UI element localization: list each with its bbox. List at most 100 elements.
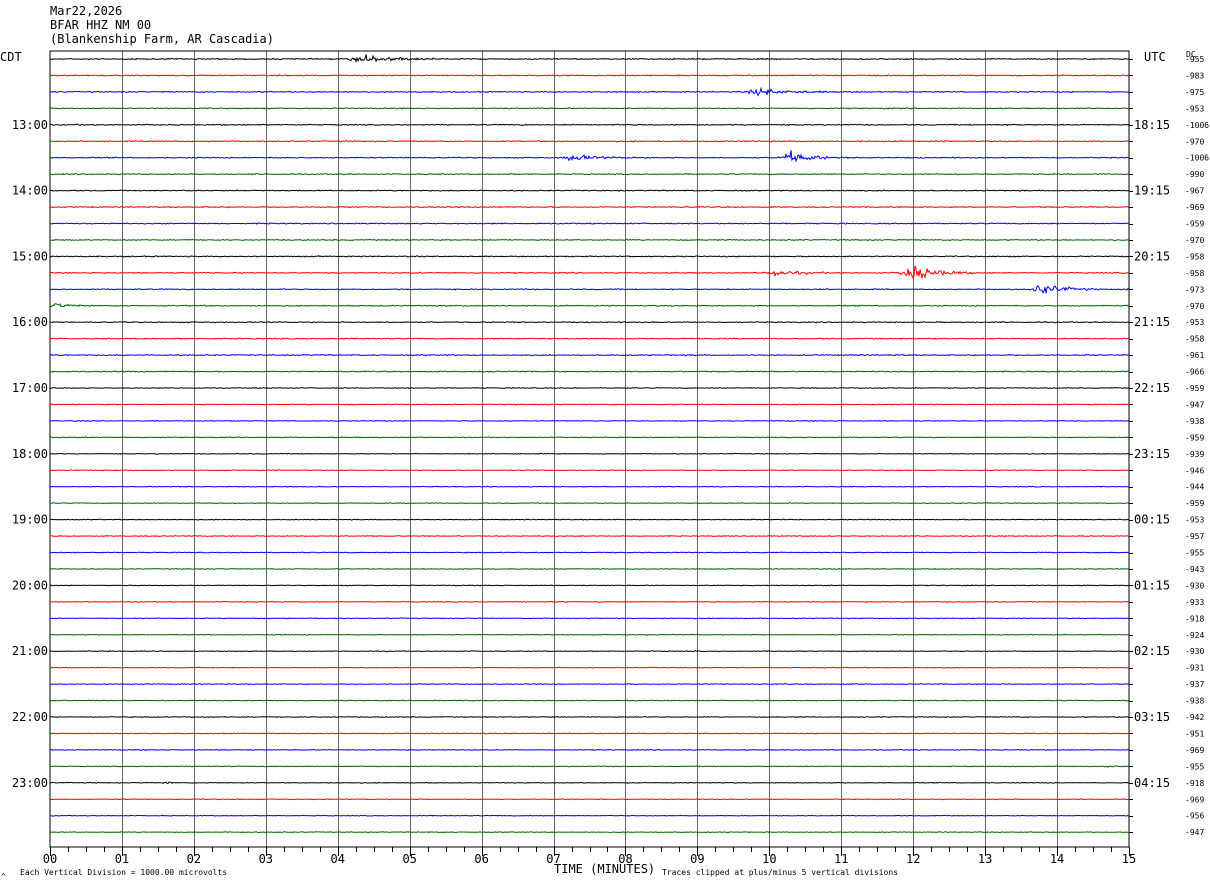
trace-line xyxy=(49,452,1130,455)
left-hour-label: 13:00 xyxy=(12,118,48,132)
dc-offset-label: -930 xyxy=(1185,647,1204,656)
dc-offset-label: -931 xyxy=(1185,664,1204,673)
dc-offset-label: -958 xyxy=(1185,252,1204,261)
plot-frame xyxy=(49,50,1130,848)
trace-line xyxy=(49,551,1130,554)
trace-line xyxy=(49,139,1130,143)
dc-offset-label: -970 xyxy=(1185,137,1204,146)
dc-offset-label: -930 xyxy=(1185,581,1204,590)
right-hour-label: 19:15 xyxy=(1134,184,1170,198)
trace-line xyxy=(49,831,1130,834)
trace-line xyxy=(49,781,1130,785)
left-hour-label: 18:00 xyxy=(12,447,48,461)
left-hour-label: 14:00 xyxy=(12,184,48,198)
corner-mark: ^ xyxy=(1,872,6,881)
dc-offset-label: -959 xyxy=(1185,433,1204,442)
x-tick-label: 06 xyxy=(474,852,488,866)
left-hour-label: 16:00 xyxy=(12,315,48,329)
trace-line xyxy=(49,650,1130,653)
trace-line xyxy=(49,172,1130,176)
right-hour-label: 03:15 xyxy=(1134,710,1170,724)
plot-labels: 00 01 02 03 04 05 06 07 08 09 10 11 12 13 14 15 13:00 14:… xyxy=(12,55,1209,866)
trace-line xyxy=(49,86,1130,97)
right-hour-label: 02:15 xyxy=(1134,644,1170,658)
left-hour-label: 23:00 xyxy=(12,776,48,790)
dc-offset-label: -959 xyxy=(1185,384,1204,393)
left-hour-label: 15:00 xyxy=(12,249,48,263)
x-tick-label: 02 xyxy=(187,852,201,866)
trace-line xyxy=(49,617,1130,620)
right-hour-label: 18:15 xyxy=(1134,118,1170,132)
dc-offset-label: -942 xyxy=(1185,713,1204,722)
x-tick-label: 05 xyxy=(402,852,416,866)
x-tick-label: 07 xyxy=(546,852,560,866)
dc-offset-label: -1006 xyxy=(1185,154,1209,163)
x-tick-label: 10 xyxy=(762,852,776,866)
trace-line xyxy=(49,600,1130,604)
trace-line xyxy=(49,633,1129,636)
x-tick-label: 13 xyxy=(978,852,992,866)
dc-offset-label: -1006 xyxy=(1185,121,1209,130)
dc-offset-label: -955 xyxy=(1185,762,1204,771)
dc-offset-label: -958 xyxy=(1185,335,1204,344)
dc-offset-label: -938 xyxy=(1185,417,1204,426)
right-hour-label: 21:15 xyxy=(1134,315,1170,329)
trace-line xyxy=(49,353,1130,357)
dc-offset-label: -990 xyxy=(1185,170,1204,179)
trace-line xyxy=(49,584,1129,587)
x-tick-label: 15 xyxy=(1122,852,1136,866)
trace-line xyxy=(49,535,1130,538)
x-axis-title: TIME (MINUTES) xyxy=(554,862,655,876)
dc-offset-label: -933 xyxy=(1185,598,1204,607)
dc-offset-label: -957 xyxy=(1185,532,1204,541)
station-location: (Blankenship Farm, AR Cascadia) xyxy=(50,32,274,46)
scale-note: Each Vertical Division = 1000.00 microvo… xyxy=(20,868,227,877)
left-hour-label: 19:00 xyxy=(12,513,48,527)
dc-offset-label: -969 xyxy=(1185,203,1204,212)
station-code: BFAR HHZ NM 00 xyxy=(50,18,152,32)
dc-offset-label: -966 xyxy=(1185,368,1204,377)
dc-offset-label: -959 xyxy=(1185,220,1204,229)
trace-line xyxy=(49,699,1130,702)
right-hour-label: 00:15 xyxy=(1134,513,1170,527)
trace-line xyxy=(49,205,1130,209)
right-hour-label: 04:15 xyxy=(1134,776,1170,790)
dc-offset-label: -969 xyxy=(1185,795,1204,804)
dc-offset-label: -956 xyxy=(1185,812,1204,821)
x-tick-label: 03 xyxy=(259,852,273,866)
left-hour-label: 17:00 xyxy=(12,381,48,395)
trace-line xyxy=(50,320,1129,324)
dc-offset-label: -953 xyxy=(1185,104,1204,113)
dc-offset-label: -944 xyxy=(1185,483,1204,492)
trace-line xyxy=(49,337,1130,340)
dc-offset-label: -947 xyxy=(1185,400,1204,409)
left-hour-label: 21:00 xyxy=(12,644,48,658)
dc-offset-label: -918 xyxy=(1185,614,1204,623)
dc-offset-label: -953 xyxy=(1185,516,1204,525)
right-hour-label: 22:15 xyxy=(1134,381,1170,395)
x-tick-label: 12 xyxy=(906,852,920,866)
dc-offset-label: -939 xyxy=(1185,450,1204,459)
dc-offset-label: -970 xyxy=(1185,236,1204,245)
trace-line xyxy=(49,238,1130,242)
trace-line xyxy=(49,74,1130,77)
right-hour-label: 20:15 xyxy=(1134,249,1170,263)
trace-line xyxy=(49,715,1130,719)
dc-offset-label: -943 xyxy=(1185,565,1204,574)
dc-offset-label: -958 xyxy=(1185,269,1204,278)
trace-line xyxy=(49,150,1130,163)
trace-line xyxy=(49,403,1130,406)
trace-line xyxy=(49,436,1130,439)
x-tick-label: 01 xyxy=(115,852,129,866)
dc-offset-label: -951 xyxy=(1185,729,1204,738)
left-hour-label: 20:00 xyxy=(12,578,48,592)
right-hour-label: 01:15 xyxy=(1134,578,1170,592)
record-date: Mar22,2026 xyxy=(50,4,123,18)
trace-line xyxy=(49,732,1130,735)
dc-offset-label: -961 xyxy=(1185,351,1204,360)
plot-grid xyxy=(49,50,1133,856)
trace-line xyxy=(49,502,1130,505)
dc-label: DC xyxy=(1186,50,1196,59)
dc-offset-label: -955 xyxy=(1185,549,1204,558)
